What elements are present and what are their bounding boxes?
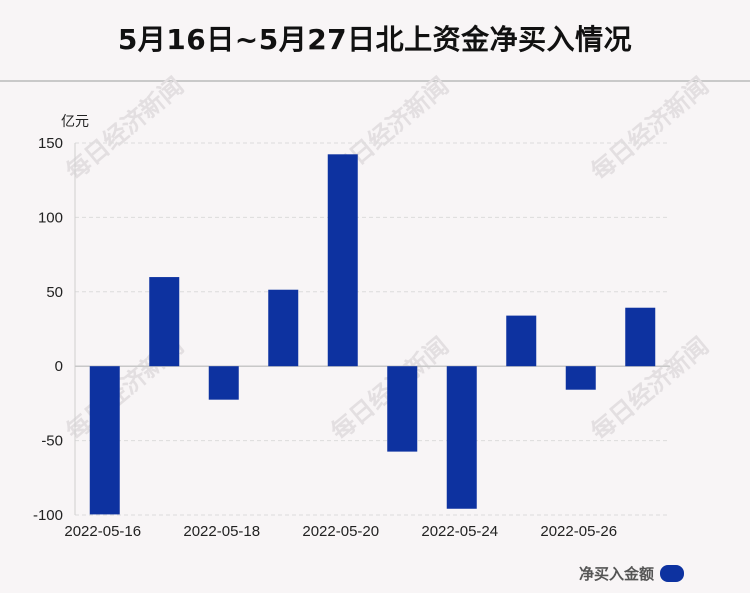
bar-2022-05-24 [446,366,477,509]
legend-label: 净买入金额 [578,565,654,583]
x-tick-label: 2022-05-24 [421,523,498,540]
watermark-text: 每日经济新闻 [586,72,714,186]
x-tick-labels: 2022-05-16 2022-05-18 2022-05-20 2022-05-24… [64,523,617,540]
bar-2022-05-17 [149,277,180,367]
chart-title: 5月16日~5月27日北上资金净买入情况 [117,23,633,56]
bar-2022-05-27 [625,307,656,367]
x-tick-label: 2022-05-16 [64,523,141,540]
y-tick-label: -50 [41,433,63,450]
y-tick-labels: -100 -50 0 50 100 150 [33,135,63,524]
x-tick-label: 2022-05-20 [302,523,379,540]
bar-2022-05-19 [268,289,299,367]
y-tick-label: 0 [55,358,63,375]
legend: 净买入金额 [579,563,684,584]
y-axis-unit-label: 亿元 [61,113,89,129]
x-tick-label: 2022-05-26 [540,523,617,540]
bar-2022-05-23 [387,366,418,452]
y-tick-label: 150 [38,135,63,152]
legend-swatch [660,565,684,582]
x-tick-label: 2022-05-18 [183,523,260,540]
bar-2022-05-18 [208,366,239,400]
bars-layer [89,154,656,515]
bar-2022-05-25 [506,315,537,367]
bar-2022-05-16 [89,366,120,515]
title-divider [0,80,750,82]
bar-2022-05-20 [327,154,358,367]
y-tick-label: -100 [33,507,63,524]
bar-2022-05-26 [565,366,596,390]
y-tick-label: 100 [38,209,63,226]
y-tick-label: 50 [46,284,63,301]
